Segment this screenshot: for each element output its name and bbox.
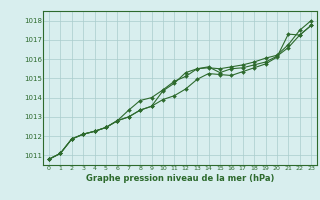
X-axis label: Graphe pression niveau de la mer (hPa): Graphe pression niveau de la mer (hPa) — [86, 174, 274, 183]
